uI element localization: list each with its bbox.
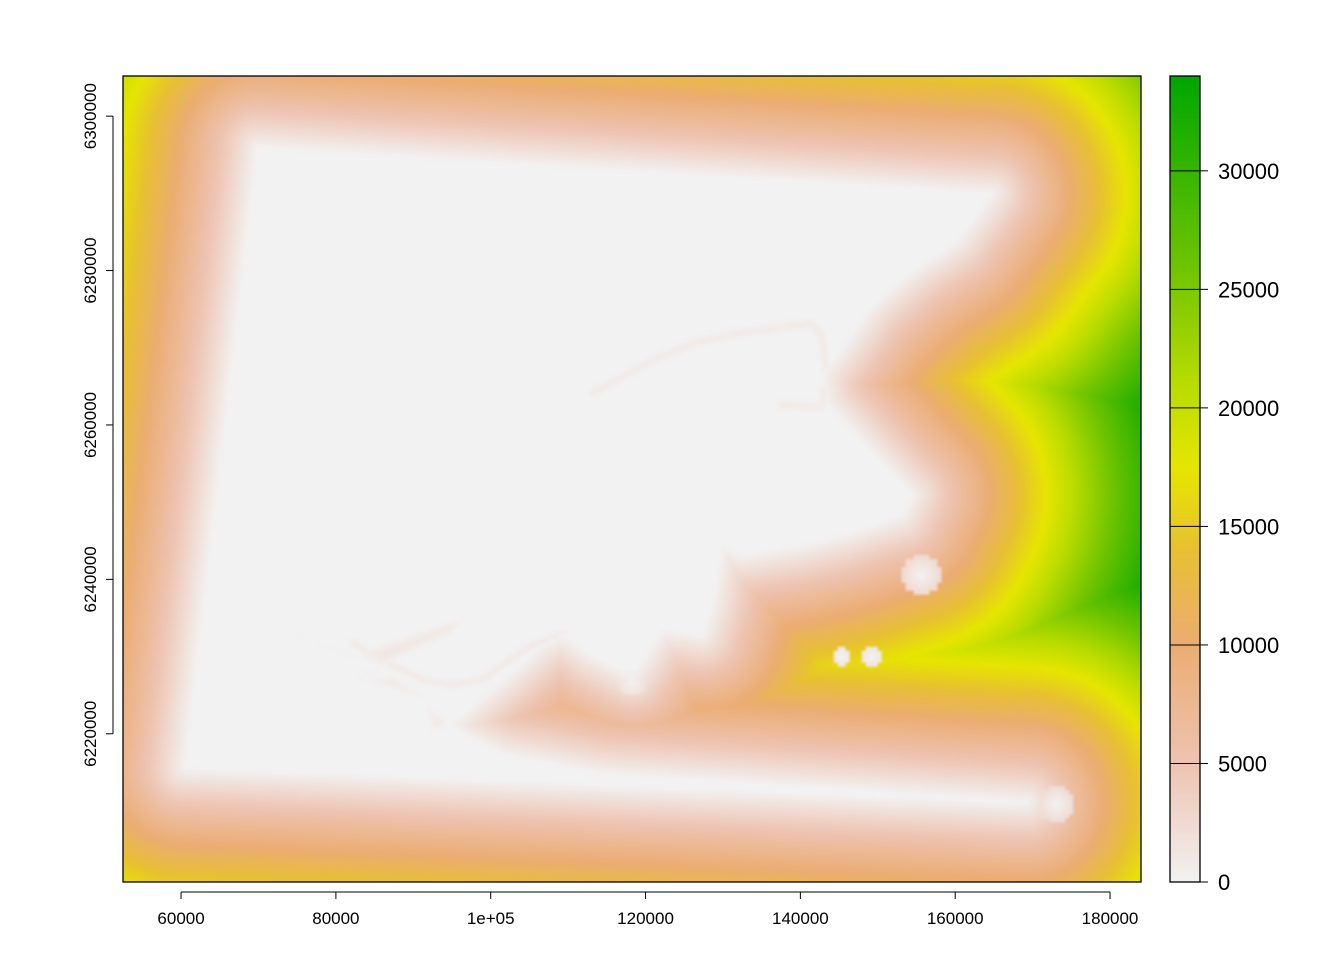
x-tick-label: 1e+05	[467, 909, 515, 928]
raster-image	[123, 76, 1141, 882]
legend-tick-label: 5000	[1218, 751, 1267, 776]
x-tick-label: 140000	[772, 909, 829, 928]
legend-tick-label: 25000	[1218, 277, 1279, 302]
legend-tick-label: 0	[1218, 870, 1230, 895]
x-tick-label: 180000	[1082, 909, 1139, 928]
x-tick-label: 160000	[927, 909, 984, 928]
legend-tick-label: 15000	[1218, 514, 1279, 539]
plot-area	[122, 75, 1142, 883]
y-tick-label: 6240000	[81, 546, 100, 612]
legend-tick-label: 20000	[1218, 396, 1279, 421]
legend-tick-label: 30000	[1218, 159, 1279, 184]
x-tick-label: 120000	[617, 909, 674, 928]
x-tick-label: 60000	[157, 909, 204, 928]
legend-gradient	[1170, 76, 1200, 882]
y-tick-label: 6220000	[81, 701, 100, 767]
x-axis: 60000 80000 1e+05 120000 140000 160000 180000	[157, 891, 1139, 928]
y-axis: 6220000 6240000 6260000 6280000 6300000	[81, 83, 114, 767]
x-tick-label: 80000	[312, 909, 359, 928]
plot-frame	[122, 75, 1142, 883]
y-tick-label: 6280000	[81, 237, 100, 303]
legend-tick-label: 10000	[1218, 633, 1279, 658]
legend-ticks: 0 5000 10000 15000 20000 25000 30000	[1170, 159, 1279, 895]
color-legend: 0 5000 10000 15000 20000 25000 30000	[1169, 75, 1279, 895]
y-tick-label: 6260000	[81, 392, 100, 458]
y-tick-label: 6300000	[81, 83, 100, 149]
